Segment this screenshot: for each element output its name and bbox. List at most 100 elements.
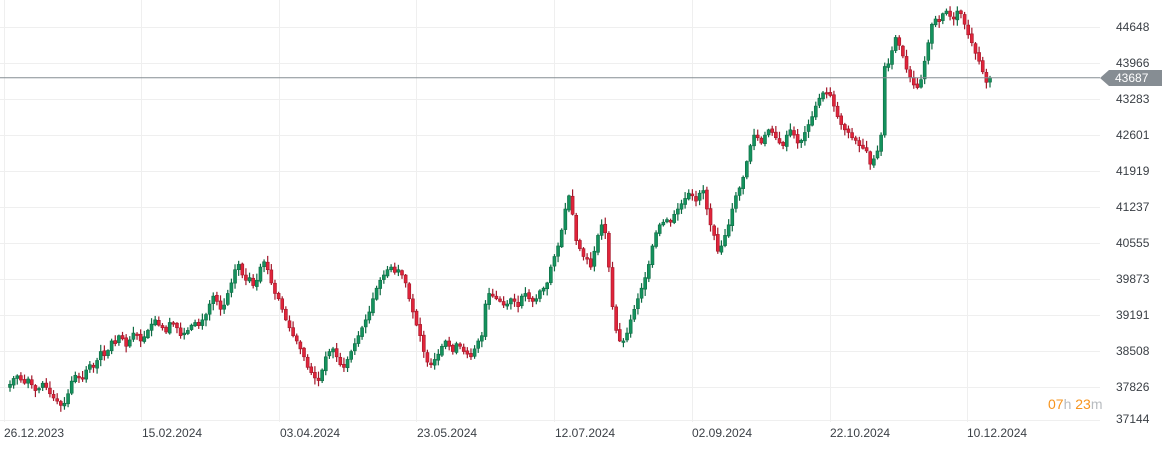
candle[interactable]: [157, 316, 161, 327]
candle[interactable]: [563, 202, 568, 235]
candle[interactable]: [127, 336, 132, 348]
candle[interactable]: [632, 304, 637, 322]
candle[interactable]: [146, 328, 150, 339]
candle[interactable]: [810, 111, 814, 127]
candle[interactable]: [389, 264, 393, 273]
candle[interactable]: [712, 224, 716, 241]
candle[interactable]: [411, 293, 415, 319]
candle[interactable]: [592, 246, 597, 272]
candle[interactable]: [748, 143, 753, 165]
candle[interactable]: [926, 39, 931, 65]
candle[interactable]: [694, 190, 698, 207]
candle[interactable]: [690, 189, 695, 201]
candle[interactable]: [501, 296, 506, 308]
candle[interactable]: [247, 272, 252, 284]
candle[interactable]: [396, 264, 401, 277]
candle[interactable]: [516, 295, 520, 313]
candle[interactable]: [701, 185, 706, 200]
candle[interactable]: [872, 155, 876, 168]
candle[interactable]: [603, 217, 608, 240]
candle[interactable]: [813, 101, 818, 120]
candle[interactable]: [846, 125, 851, 139]
candle[interactable]: [541, 286, 546, 296]
candle[interactable]: [908, 65, 912, 83]
candle[interactable]: [519, 293, 524, 309]
candle[interactable]: [62, 397, 67, 410]
candle[interactable]: [207, 300, 212, 321]
candle[interactable]: [774, 126, 778, 141]
candle[interactable]: [429, 358, 433, 368]
candle[interactable]: [523, 287, 528, 302]
candle[interactable]: [69, 376, 74, 396]
candle[interactable]: [730, 203, 735, 232]
candle[interactable]: [686, 189, 691, 201]
candle[interactable]: [973, 41, 978, 60]
candle[interactable]: [461, 343, 466, 355]
candle[interactable]: [951, 12, 956, 26]
candle[interactable]: [48, 381, 52, 398]
candle[interactable]: [799, 138, 804, 148]
candle[interactable]: [414, 309, 419, 327]
candle[interactable]: [850, 127, 854, 141]
candle[interactable]: [741, 175, 745, 195]
candle[interactable]: [276, 291, 281, 301]
candle[interactable]: [795, 128, 800, 149]
candle[interactable]: [498, 296, 502, 303]
candle[interactable]: [581, 247, 586, 261]
candle[interactable]: [977, 46, 981, 65]
candle[interactable]: [574, 212, 579, 246]
candle[interactable]: [98, 344, 103, 367]
candle[interactable]: [726, 219, 731, 238]
candle[interactable]: [258, 263, 263, 284]
candle[interactable]: [490, 288, 495, 298]
candle[interactable]: [323, 351, 328, 376]
candle[interactable]: [374, 285, 379, 301]
candle[interactable]: [320, 368, 324, 384]
candle[interactable]: [204, 312, 208, 327]
candle[interactable]: [59, 399, 63, 412]
candle[interactable]: [882, 62, 887, 138]
candle[interactable]: [363, 314, 368, 334]
candle[interactable]: [777, 131, 782, 145]
candle[interactable]: [668, 218, 673, 227]
candle[interactable]: [302, 346, 306, 361]
candle[interactable]: [843, 122, 847, 136]
candle[interactable]: [138, 329, 143, 348]
candle[interactable]: [240, 262, 245, 279]
candle[interactable]: [265, 255, 270, 275]
candle[interactable]: [40, 381, 45, 392]
candle[interactable]: [196, 318, 201, 329]
candle[interactable]: [77, 372, 81, 383]
candle[interactable]: [425, 349, 430, 367]
candle[interactable]: [650, 244, 655, 268]
candle[interactable]: [233, 264, 237, 289]
candle[interactable]: [171, 321, 176, 327]
candle[interactable]: [345, 356, 350, 373]
candle[interactable]: [781, 140, 785, 150]
candle[interactable]: [189, 323, 194, 332]
candle[interactable]: [117, 334, 121, 346]
candle[interactable]: [661, 219, 666, 227]
candle[interactable]: [636, 293, 640, 315]
candle[interactable]: [309, 362, 314, 376]
candle[interactable]: [349, 349, 353, 363]
candle[interactable]: [708, 203, 713, 232]
candle[interactable]: [625, 327, 629, 343]
candle[interactable]: [962, 11, 967, 30]
candle[interactable]: [80, 371, 85, 382]
candle[interactable]: [628, 314, 633, 338]
candle[interactable]: [465, 347, 470, 359]
candle[interactable]: [451, 343, 455, 355]
candle[interactable]: [657, 222, 662, 237]
candle[interactable]: [113, 335, 118, 347]
candle[interactable]: [11, 375, 16, 389]
candle[interactable]: [599, 219, 604, 240]
candle[interactable]: [88, 361, 92, 373]
candle[interactable]: [342, 357, 346, 372]
candle[interactable]: [922, 56, 927, 85]
candle[interactable]: [610, 261, 615, 310]
candle[interactable]: [494, 290, 499, 301]
candle[interactable]: [886, 58, 891, 72]
candle[interactable]: [737, 186, 742, 201]
